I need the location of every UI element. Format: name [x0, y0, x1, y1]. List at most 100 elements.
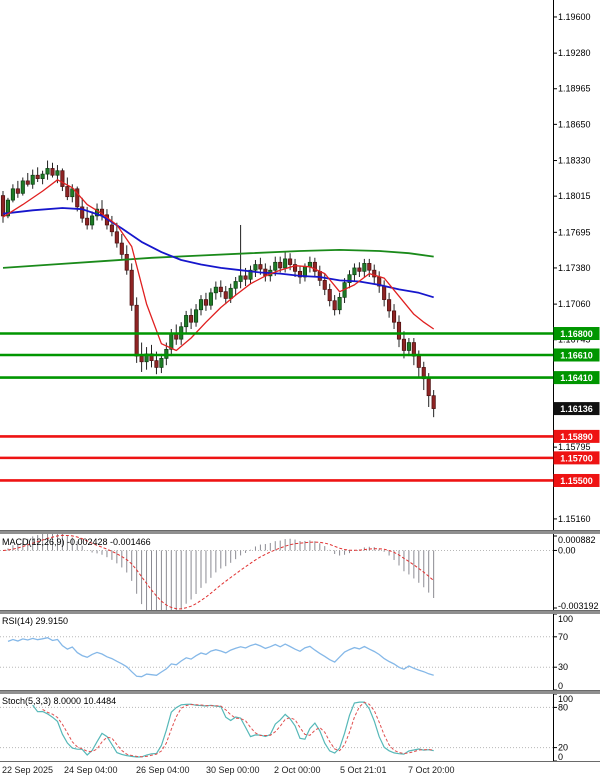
bull-candle [45, 168, 50, 175]
bear-candle [392, 310, 397, 323]
bear-candle [431, 395, 436, 409]
time-label: 24 Sep 04:00 [64, 765, 118, 775]
panel-separator [0, 530, 600, 534]
bull-candle [337, 296, 342, 311]
rsi-panel: 100 70 30 0 [0, 613, 573, 691]
price-tick-label: 1.19280 [558, 48, 591, 58]
green-level-badge-label: 1.16800 [560, 329, 593, 339]
bear-candle [80, 206, 85, 219]
bear-candle [75, 188, 80, 208]
rsi-axis-label: 70 [558, 632, 568, 642]
rsi-axis-label: 30 [558, 662, 568, 672]
price-tick-label: 1.19600 [558, 12, 591, 22]
bull-candle [352, 267, 357, 276]
rsi-indicator-label: RSI(14) 29.9150 [2, 616, 69, 626]
bull-candle [5, 199, 11, 217]
bull-candle [159, 358, 164, 368]
time-label: 30 Sep 00:00 [206, 765, 260, 775]
bull-candle [94, 208, 100, 217]
green-level-badge-label: 1.16610 [560, 350, 593, 360]
current-price-badge [553, 402, 600, 416]
bear-candle [223, 291, 228, 299]
price-tick-label: 1.18330 [558, 156, 591, 166]
bear-candle [85, 217, 90, 226]
bear-candle [401, 338, 407, 351]
bear-candle [50, 168, 55, 176]
bull-candle [20, 180, 25, 194]
bull-candle [213, 286, 218, 294]
time-label: 5 Oct 21:01 [340, 765, 387, 775]
current-price-badge-label: 1.16136 [560, 404, 593, 414]
bull-candle [198, 299, 204, 311]
bear-candle [322, 280, 327, 290]
bull-candle [228, 287, 233, 299]
bull-candle [90, 215, 95, 226]
bear-candle [25, 180, 30, 185]
bear-candle [293, 264, 298, 272]
bull-candle [238, 275, 243, 282]
green-level-badge [553, 371, 600, 385]
bear-candle [426, 378, 431, 397]
bear-candle [154, 360, 159, 368]
price-tick-label: 1.17060 [558, 299, 591, 309]
stoch-k-line [32, 701, 434, 758]
macd-zero-label: 0.00 [558, 545, 576, 555]
macd-min-label: -0.003192 [558, 601, 599, 611]
bear-candle [15, 188, 20, 194]
bear-candle [396, 321, 402, 340]
green-level-badge [553, 327, 600, 341]
stoch-axis-label: 20 [558, 743, 568, 753]
bull-candle [406, 342, 411, 351]
bull-candle [233, 281, 238, 289]
bull-candle [208, 292, 213, 306]
bear-candle [312, 261, 317, 272]
stoch-indicator-label: Stoch(5,3,3) 8.0000 10.4484 [2, 696, 117, 706]
price-tick-label: 1.17380 [558, 263, 591, 273]
bear-candle [327, 289, 332, 302]
bear-candle [367, 263, 372, 271]
bull-candle [362, 263, 367, 272]
bear-candle [124, 254, 129, 271]
price-tick-label: 1.18650 [558, 119, 591, 129]
ma-slow-green-line [2, 248, 434, 269]
macd-signal-line [2, 534, 435, 610]
bear-candle [416, 355, 421, 368]
bull-candle [184, 315, 189, 328]
rsi-axis-label: 0 [558, 681, 563, 691]
bull-candle [194, 309, 199, 323]
bear-candle [387, 299, 392, 312]
price-axis: 1.19600 1.19280 1.18965 1.18650 1.18330 1.180… [553, 12, 591, 524]
bear-candle [332, 300, 337, 311]
bear-candle [372, 269, 377, 278]
bear-candle [258, 264, 263, 270]
bull-candle [40, 173, 45, 179]
bull-candle [347, 274, 352, 283]
bear-candle [119, 242, 124, 255]
time-label: 22 Sep 2025 [2, 765, 53, 775]
bull-candle [273, 261, 278, 271]
stoch-d-line [42, 701, 434, 758]
rsi-line [7, 637, 434, 678]
red-level-badge [553, 429, 600, 443]
bull-candle [30, 174, 35, 185]
stoch-axis-label: 80 [558, 702, 568, 712]
time-label: 7 Oct 20:00 [408, 765, 455, 775]
bear-candle [317, 270, 322, 281]
macd-indicator-label: MACD(12,26,9) -0.002428 -0.001466 [2, 537, 151, 547]
price-tick-label: 1.15160 [558, 514, 591, 524]
red-level-badge [553, 473, 600, 487]
time-label: 26 Sep 04:00 [136, 765, 190, 775]
bull-candle [70, 188, 75, 198]
bear-candle [278, 261, 283, 269]
bear-candle [109, 224, 114, 233]
bear-candle [60, 170, 65, 187]
bear-candle [243, 275, 248, 280]
bull-candle [283, 258, 288, 269]
price-badges: 1.16800 1.16610 1.16410 1.15890 1.15700 1.155… [553, 327, 600, 487]
red-level-badge-label: 1.15700 [560, 453, 593, 463]
green-level-badge [553, 348, 600, 362]
red-level-badge-label: 1.15890 [560, 432, 593, 442]
